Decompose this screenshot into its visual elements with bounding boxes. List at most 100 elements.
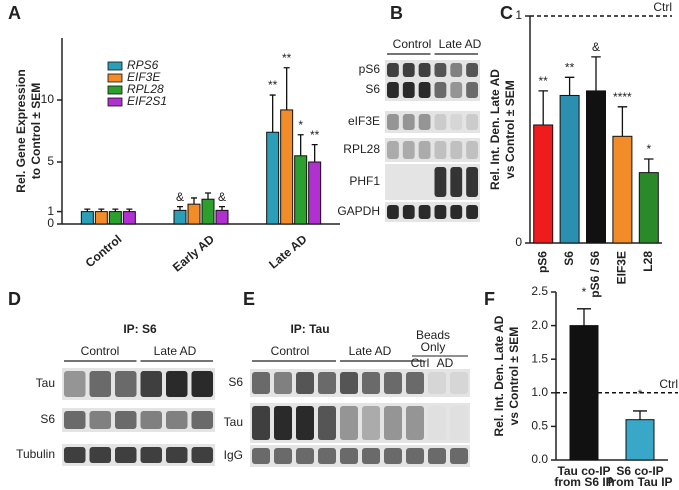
blot-band — [434, 82, 447, 98]
blot-band — [191, 371, 213, 397]
error-bar — [283, 67, 290, 110]
y-axis-label: Rel. Int. Den. Late AD — [488, 69, 502, 190]
x-tick-label: from Tau IP — [607, 475, 672, 489]
reference-label: Ctrl — [653, 0, 672, 14]
bar — [586, 90, 606, 244]
blot-band — [362, 406, 380, 440]
blot-band — [296, 448, 314, 464]
blot-band — [166, 411, 188, 429]
blot-band — [318, 448, 336, 464]
error-bar — [205, 192, 211, 200]
group-label: Late AD — [154, 344, 197, 358]
blot-band — [434, 114, 447, 130]
row-label: S6 — [40, 412, 55, 426]
significance-label: & — [176, 190, 184, 204]
blot-band — [64, 411, 86, 429]
blot-band — [89, 371, 111, 397]
bar — [280, 109, 294, 225]
significance-label: & — [218, 190, 226, 204]
row-label: PHF1 — [349, 174, 380, 188]
error-bar — [311, 143, 318, 162]
blot-band — [466, 167, 478, 197]
group-label: Control — [271, 344, 310, 358]
row-label: Tubulin — [16, 447, 55, 461]
y-tick-label: 5 — [47, 154, 54, 168]
blot-band — [296, 372, 314, 394]
blot-strip — [385, 164, 480, 200]
blot-band — [252, 372, 270, 394]
y-tick-label: 1 — [515, 8, 522, 22]
blot-strip — [385, 202, 480, 222]
error-bar — [644, 158, 654, 173]
x-tick-label: S6 co-IP — [616, 464, 663, 478]
x-tick-label: Tau co-IP — [557, 464, 610, 478]
blot-band — [166, 447, 188, 463]
bar — [94, 211, 108, 225]
blot-band — [402, 114, 415, 130]
bar — [638, 172, 659, 244]
error-bar — [84, 208, 91, 212]
blot-band — [434, 63, 447, 77]
blot-strip — [385, 138, 480, 162]
blot-band — [166, 371, 188, 397]
blot-band — [406, 372, 424, 394]
blot-band — [140, 411, 162, 429]
group-label: Late AD — [439, 37, 482, 51]
y-axis-label: vs Control ± SEM — [503, 80, 517, 179]
blot-band — [466, 82, 478, 98]
beads-lane-label: Ctrl — [411, 356, 430, 370]
y-axis-label: vs Control ± SEM — [507, 327, 521, 426]
panel-letter: E — [243, 289, 255, 309]
blot-band — [450, 406, 468, 440]
blot-band — [402, 63, 415, 77]
blot-band — [274, 448, 292, 464]
blot-band — [89, 447, 111, 463]
legend-swatch — [107, 85, 123, 95]
bar — [569, 325, 599, 461]
blot-band — [418, 141, 431, 159]
y-tick-label: 1.0 — [531, 385, 548, 399]
blot-band — [140, 371, 162, 397]
error-bar — [591, 56, 601, 91]
legend-label: RPS6 — [127, 58, 159, 72]
blot-band — [450, 63, 463, 77]
bar — [215, 209, 229, 225]
blot-band — [406, 406, 424, 440]
blot-band — [428, 372, 446, 394]
group-label: Late AD — [349, 344, 392, 358]
significance-label: ** — [282, 51, 292, 65]
legend-label: EIF2S1 — [127, 94, 167, 108]
blot-band — [406, 448, 424, 464]
error-bar — [577, 308, 591, 326]
row-label: RPL28 — [343, 142, 380, 156]
row-label: GAPDH — [337, 204, 380, 218]
significance-label: * — [646, 142, 651, 156]
group-label: Control — [81, 344, 120, 358]
blot-band — [387, 205, 399, 219]
blot-band — [434, 167, 447, 197]
blot-band — [402, 82, 415, 98]
bar — [308, 161, 322, 225]
legend-swatch — [107, 61, 123, 71]
significance-label: **** — [613, 90, 632, 104]
blot-band — [402, 141, 415, 159]
x-tick-label: L28 — [641, 251, 655, 272]
blot-band — [428, 448, 446, 464]
y-tick-label: 0 — [515, 235, 522, 249]
panel-letter: C — [500, 3, 513, 23]
blot-band — [418, 63, 431, 77]
row-label: pS6 — [359, 62, 381, 76]
blot-band — [466, 205, 478, 219]
row-label: S6 — [228, 375, 243, 389]
error-bar — [112, 208, 119, 212]
blot-band — [140, 447, 162, 463]
blot-band — [466, 114, 478, 130]
y-tick-label: 1.5 — [531, 351, 548, 365]
blot-band — [384, 406, 402, 440]
blot-band — [384, 372, 402, 394]
x-tick-label: pS6 / S6 — [588, 251, 602, 298]
blot-band — [418, 114, 431, 130]
y-axis-label: Rel. Gene Expression — [14, 69, 28, 192]
blot-band — [64, 447, 86, 463]
blot-band — [318, 406, 336, 440]
